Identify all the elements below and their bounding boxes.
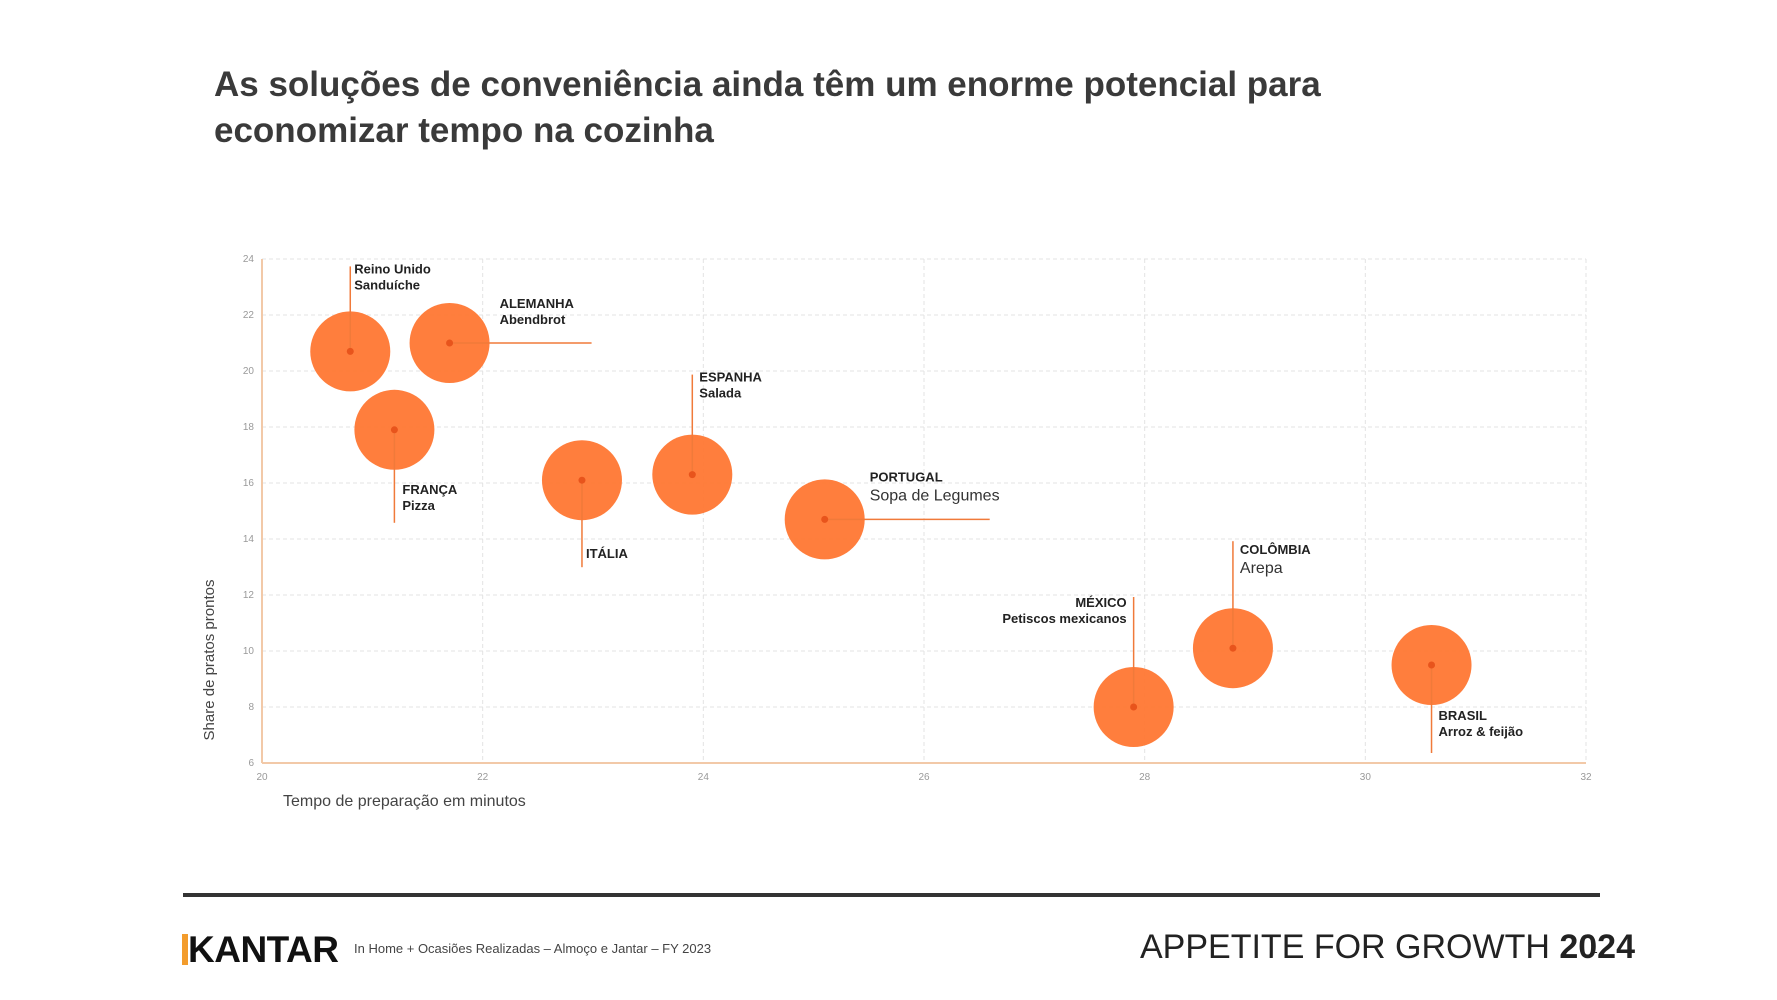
- y-tick-label: 18: [243, 422, 255, 433]
- bubble-label-country: Reino Unido: [354, 261, 431, 276]
- y-tick-label: 14: [243, 534, 255, 545]
- bubble-label-country: MÉXICO: [1075, 595, 1126, 610]
- bubble-center-dot: [1229, 644, 1237, 652]
- y-tick-label: 10: [243, 646, 255, 657]
- x-axis-title: Tempo de preparação em minutos: [283, 793, 526, 810]
- kantar-logo-text: KANTAR: [188, 929, 339, 970]
- bubble-label-country: PORTUGAL: [870, 469, 943, 484]
- slide-title: As soluções de conveniência ainda têm um…: [214, 62, 1514, 154]
- bubble-label-country: ITÁLIA: [586, 546, 628, 561]
- bubble-label-dish: Sopa de Legumes: [870, 487, 1000, 504]
- bubble-label-country: FRANÇA: [402, 482, 457, 497]
- bubble-label-dish: Sanduíche: [354, 277, 420, 292]
- page-number: 1: [1590, 940, 1598, 956]
- kantar-logo: KANTAR: [182, 929, 339, 971]
- x-tick-label: 22: [477, 772, 489, 783]
- bubble-center-dot: [346, 347, 354, 355]
- y-tick-label: 12: [243, 590, 255, 601]
- footer-divider: [183, 893, 1600, 897]
- x-tick-label: 26: [918, 772, 930, 783]
- slide-title-line-1: As soluções de conveniência ainda têm um…: [214, 65, 1321, 104]
- bubble-label-dish: Arroz & feijão: [1439, 724, 1524, 739]
- bubble-center-dot: [1130, 703, 1138, 711]
- bubble-label-country: BRASIL: [1439, 708, 1487, 723]
- slide-title-line-2: economizar tempo na cozinha: [214, 111, 714, 150]
- x-tick-label: 28: [1139, 772, 1151, 783]
- bubble-center-dot: [688, 471, 696, 479]
- y-axis-title: Share de pratos prontos: [201, 580, 218, 741]
- bubble-label-dish: Petiscos mexicanos: [1002, 611, 1126, 626]
- y-tick-label: 6: [248, 758, 254, 769]
- bubble-center-dot: [390, 426, 398, 434]
- x-tick-label: 20: [256, 772, 268, 783]
- y-tick-label: 16: [243, 478, 255, 489]
- brand-mark-light: APPETITE FOR GROWTH: [1140, 928, 1550, 966]
- x-tick-label: 32: [1580, 772, 1592, 783]
- bubble-chart: 20 22 24 26 28 30 32 6 8 10 12 14 16 18 20 22 24 Tempo de…: [201, 254, 1592, 810]
- bubble-label-country: COLÔMBIA: [1240, 542, 1311, 557]
- y-tick-label: 20: [243, 366, 255, 377]
- bubble-center-dot: [446, 339, 454, 347]
- bubble-center-dot: [578, 476, 586, 484]
- bubble-label-dish: Pizza: [402, 498, 435, 513]
- bubble-label-country: ALEMANHA: [500, 296, 575, 311]
- bubble-center-dot: [821, 515, 829, 523]
- bubble-label-country: ESPANHA: [699, 370, 762, 385]
- source-note: In Home + Ocasiões Realizadas – Almoço e…: [354, 941, 712, 956]
- x-tick-label: 24: [698, 772, 710, 783]
- kantar-logo-bar: [182, 934, 188, 965]
- bubble-label-dish: Salada: [699, 386, 742, 401]
- bubble-label-dish: Arepa: [1240, 560, 1283, 577]
- y-tick-label: 24: [243, 254, 255, 265]
- bubble-label-dish: Abendbrot: [500, 312, 566, 327]
- y-tick-label: 22: [243, 310, 255, 321]
- y-tick-label: 8: [248, 702, 254, 713]
- x-tick-label: 30: [1360, 772, 1372, 783]
- bubble-center-dot: [1428, 661, 1436, 669]
- brand-mark-year: 2024: [1559, 928, 1635, 966]
- brand-mark: APPETITE FOR GROWTH 2024: [1140, 928, 1635, 967]
